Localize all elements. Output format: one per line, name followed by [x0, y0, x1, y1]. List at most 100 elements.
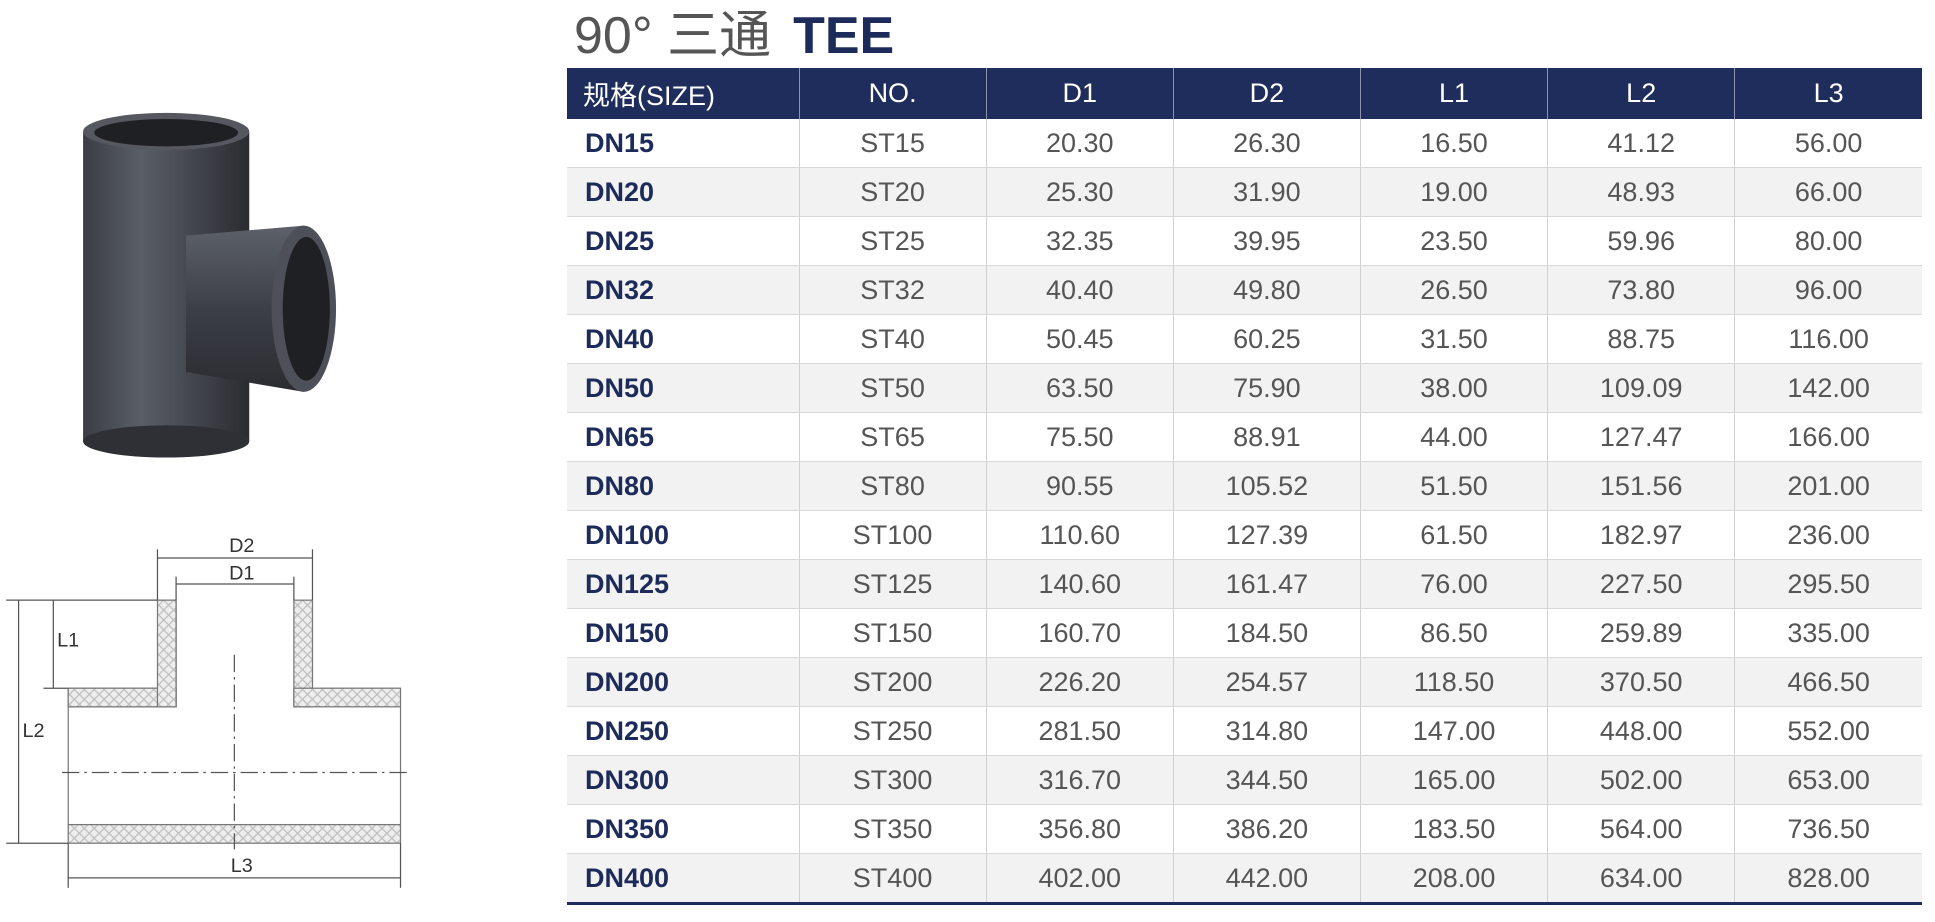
table-cell: ST50 [799, 363, 987, 413]
header-cell: L3 [1734, 68, 1922, 119]
table-cell: 56.00 [1734, 119, 1922, 168]
table-cell: 466.50 [1734, 657, 1922, 707]
table-cell: 60.25 [1173, 314, 1361, 364]
table-cell: ST250 [799, 706, 987, 756]
table-cell: 96.00 [1734, 265, 1922, 315]
table-cell: 335.00 [1734, 608, 1922, 658]
table-cell: 183.50 [1360, 804, 1549, 854]
illustration: D2 D1 L1 L2 L3 [6, 112, 410, 888]
table-cell: DN350 [567, 804, 800, 854]
dim-label: L3 [231, 855, 253, 877]
table-row: DN150 ST150 160.70 184.50 86.50 259.89 335.00 [567, 608, 1922, 658]
table-cell: 88.91 [1173, 412, 1361, 462]
table-cell: 295.50 [1734, 559, 1922, 609]
table-cell: 76.00 [1360, 559, 1549, 609]
spec-table: 规格(SIZE) NO. D1 D2 L1 L2 L3 DN15 ST15 20.30 26.30… [567, 68, 1922, 905]
table-cell: 19.00 [1360, 167, 1549, 217]
header-cell: 规格(SIZE) [567, 68, 800, 119]
table-cell: 20.30 [986, 119, 1174, 168]
table-cell: 564.00 [1547, 804, 1736, 854]
table-row: DN125 ST125 140.60 161.47 76.00 227.50 295.50 [567, 559, 1922, 609]
table-cell: 49.80 [1173, 265, 1361, 315]
table-cell: 75.90 [1173, 363, 1361, 413]
table-cell: 25.30 [986, 167, 1174, 217]
table-cell: DN32 [567, 265, 800, 315]
table-cell: 61.50 [1360, 510, 1549, 560]
table-cell: 73.80 [1547, 265, 1736, 315]
table-cell: 226.20 [986, 657, 1174, 707]
table-cell: ST350 [799, 804, 987, 854]
table-row: DN350 ST350 356.80 386.20 183.50 564.00 736.50 [567, 804, 1922, 854]
title-cn: 90° 三通 [574, 7, 772, 65]
table-cell: 402.00 [986, 853, 1174, 905]
dim-label: D2 [229, 535, 254, 557]
table-cell: ST200 [799, 657, 987, 707]
table-cell: 116.00 [1734, 314, 1922, 364]
table-cell: 86.50 [1360, 608, 1549, 658]
table-cell: DN125 [567, 559, 800, 609]
table-row: DN15 ST15 20.30 26.30 16.50 41.12 56.00 [567, 119, 1922, 168]
table-cell: 147.00 [1360, 706, 1549, 756]
table-cell: 127.47 [1547, 412, 1736, 462]
table-cell: ST125 [799, 559, 987, 609]
table-row: DN80 ST80 90.55 105.52 51.50 151.56 201.00 [567, 461, 1922, 511]
table-cell: 63.50 [986, 363, 1174, 413]
header-cell: NO. [799, 68, 987, 119]
table-cell: 51.50 [1360, 461, 1549, 511]
table-cell: 109.09 [1547, 363, 1736, 413]
table-cell: 80.00 [1734, 216, 1922, 266]
table-cell: 236.00 [1734, 510, 1922, 560]
table-cell: 634.00 [1547, 853, 1736, 905]
table-row: DN65 ST65 75.50 88.91 44.00 127.47 166.00 [567, 412, 1922, 462]
table-cell: ST400 [799, 853, 987, 905]
table-cell: 442.00 [1173, 853, 1361, 905]
table-cell: 90.55 [986, 461, 1174, 511]
table-cell: DN300 [567, 755, 800, 805]
table-cell: 828.00 [1734, 853, 1922, 905]
title-en: TEE [793, 7, 895, 65]
table-cell: 356.80 [986, 804, 1174, 854]
table-cell: ST80 [799, 461, 987, 511]
table-cell: 32.35 [986, 216, 1174, 266]
header-cell: L1 [1360, 68, 1549, 119]
table-cell: 16.50 [1360, 119, 1549, 168]
table-cell: 259.89 [1547, 608, 1736, 658]
table-cell: 448.00 [1547, 706, 1736, 756]
table-cell: 184.50 [1173, 608, 1361, 658]
table-cell: ST32 [799, 265, 987, 315]
table-cell: 105.52 [1173, 461, 1361, 511]
table-cell: 166.00 [1734, 412, 1922, 462]
table-row: DN32 ST32 40.40 49.80 26.50 73.80 96.00 [567, 265, 1922, 315]
table-cell: 386.20 [1173, 804, 1361, 854]
table-cell: DN150 [567, 608, 800, 658]
table-cell: 142.00 [1734, 363, 1922, 413]
table-cell: 165.00 [1360, 755, 1549, 805]
table-cell: 208.00 [1360, 853, 1549, 905]
table-cell: DN50 [567, 363, 800, 413]
table-cell: 66.00 [1734, 167, 1922, 217]
table-cell: DN40 [567, 314, 800, 364]
table-cell: 370.50 [1547, 657, 1736, 707]
table-cell: DN15 [567, 119, 800, 168]
table-cell: DN20 [567, 167, 800, 217]
table-cell: 160.70 [986, 608, 1174, 658]
table-cell: 314.80 [1173, 706, 1361, 756]
table-cell: DN250 [567, 706, 800, 756]
header-cell: D1 [986, 68, 1174, 119]
table-cell: ST300 [799, 755, 987, 805]
table-cell: 23.50 [1360, 216, 1549, 266]
table-cell: DN65 [567, 412, 800, 462]
dim-label: D1 [229, 562, 254, 584]
title: 90° 三通 TEE [574, 6, 894, 66]
table-cell: 344.50 [1173, 755, 1361, 805]
table-cell: ST20 [799, 167, 987, 217]
table-cell: 75.50 [986, 412, 1174, 462]
table-cell: ST65 [799, 412, 987, 462]
table-cell: 31.50 [1360, 314, 1549, 364]
dim-label: L1 [57, 629, 79, 651]
table-cell: 161.47 [1173, 559, 1361, 609]
tee-drawing [6, 549, 410, 888]
table-cell: 127.39 [1173, 510, 1361, 560]
table-cell: 227.50 [1547, 559, 1736, 609]
